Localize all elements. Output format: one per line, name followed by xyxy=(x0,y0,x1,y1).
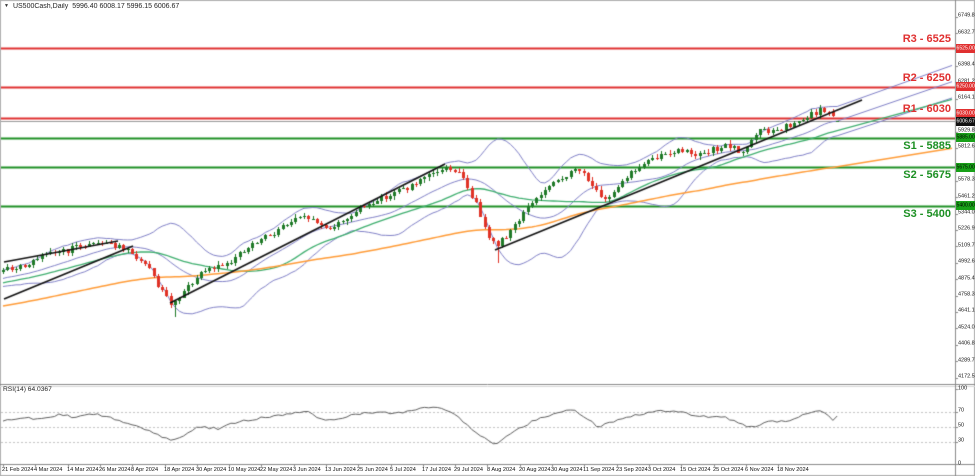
time-axis-label: 17 Jul 2024 xyxy=(421,467,451,473)
time-axis-label: 13 Jun 2024 xyxy=(325,467,356,473)
level-badge-r2: 6250.00 xyxy=(956,82,975,92)
price-axis-tick: 6281.25 xyxy=(958,79,975,84)
rsi-scale-label: 30 xyxy=(958,437,965,444)
level-badge-text: 6525.00 xyxy=(956,45,975,51)
time-axis-label: 8 Aug 2024 xyxy=(486,467,515,473)
current-price-text: 6006.67 xyxy=(956,118,975,124)
price-axis-tick: 4641.15 xyxy=(958,308,975,314)
time-axis-label: 15 Oct 2024 xyxy=(680,467,711,473)
rsi-scale-label: 50 xyxy=(958,422,965,429)
level-badge-r1: 6030.00 xyxy=(956,109,975,118)
level-label-r1: R1 - 6030 xyxy=(902,102,951,115)
time-axis-label: 30 Apr 2024 xyxy=(195,467,227,473)
level-label-s1: S1 - 5885 xyxy=(903,139,951,152)
price-axis-tick: 6749.85 xyxy=(958,12,975,19)
symbol-timeframe-label: US500Cash,Daily xyxy=(12,3,69,10)
price-axis-tick: 4992.60 xyxy=(958,259,975,265)
price-axis-tick: 6164.10 xyxy=(958,94,975,101)
time-axis-label: 21 Feb 2024 xyxy=(2,467,34,473)
time-axis-label: 30 Aug 2024 xyxy=(551,467,583,473)
time-axis-label: 4 Mar 2024 xyxy=(34,467,63,473)
level-badge-s1: 5885.00 xyxy=(956,133,975,143)
price-axis-tick: 5929.80 xyxy=(958,127,975,134)
price-axis-tick: 4758.30 xyxy=(958,291,975,298)
price-axis-tick: 4524.00 xyxy=(958,324,975,331)
level-badge-text: 6030.00 xyxy=(956,110,975,117)
time-axis-label: 10 May 2024 xyxy=(228,467,261,473)
time-axis-label: 25 Oct 2024 xyxy=(712,467,744,473)
price-axis-tick: 4406.85 xyxy=(958,341,975,347)
time-axis-label: 14 Mar 2024 xyxy=(66,467,99,473)
level-badge-r3: 6525.00 xyxy=(956,43,975,53)
current-price-badge: 6006.67 xyxy=(956,116,975,126)
rsi-scale-label: 70 xyxy=(958,407,965,414)
level-badge-text: 6250.00 xyxy=(956,84,975,90)
time-axis-label: 18 Nov 2024 xyxy=(777,467,809,473)
time-axis-label: 20 Aug 2024 xyxy=(518,467,551,473)
time-axis-label: 25 Jun 2024 xyxy=(357,467,389,473)
level-label-s2: S2 - 5675 xyxy=(903,169,951,182)
price-axis-tick: 4875.45 xyxy=(958,275,975,281)
time-axis-label: 18 Apr 2024 xyxy=(163,467,194,473)
time-axis-label: 3 Oct 2024 xyxy=(648,467,676,473)
price-axis-tick: 5461.20 xyxy=(958,193,975,199)
ohlc-quote: 5996.40 6008.17 5996.15 6006.67 xyxy=(72,3,180,10)
level-badge-s2: 5675.00 xyxy=(956,162,975,172)
price-axis-tick: 5812.65 xyxy=(958,144,975,150)
time-axis-label: 29 Jul 2024 xyxy=(454,467,484,473)
level-badge-text: 5885.00 xyxy=(956,135,975,141)
time-axis-label: 5 Jul 2024 xyxy=(389,467,416,473)
time-axis-label: 26 Mar 2024 xyxy=(98,467,131,473)
price-axis-tick: 6398.40 xyxy=(958,62,975,68)
time-axis-label: 6 Nov 2024 xyxy=(744,467,774,473)
price-axis-tick: 5344.05 xyxy=(958,209,975,216)
price-axis-tick: 4172.55 xyxy=(958,373,975,380)
level-badge-text: 5400.00 xyxy=(956,203,975,209)
level-badge-text: 5675.00 xyxy=(956,164,975,170)
level-label-s3: S3 - 5400 xyxy=(903,207,951,220)
level-label-r3: R3 - 6525 xyxy=(902,33,951,46)
time-axis-label: 11 Sep 2024 xyxy=(583,467,615,473)
level-label-r2: R2 - 6250 xyxy=(902,71,951,84)
collapse-icon[interactable]: ▼ xyxy=(4,3,9,9)
time-axis-label: 23 Sep 2024 xyxy=(615,467,648,473)
price-axis-tick: 5109.75 xyxy=(958,242,975,249)
rsi-scale-label: 100 xyxy=(958,385,968,391)
rsi-scale-label: 0 xyxy=(958,460,962,466)
level-badge-s3: 5400.00 xyxy=(956,201,975,211)
price-axis-tick: 5226.90 xyxy=(958,226,975,232)
time-axis-label: 3 Jun 2024 xyxy=(292,467,321,473)
price-axis-tick: 4289.70 xyxy=(958,357,975,363)
time-axis-label: 22 May 2024 xyxy=(260,467,293,473)
time-axis-label: 8 Apr 2024 xyxy=(131,467,159,473)
chart-title-bar: ▼ US500Cash,Daily 5996.40 6008.17 5996.1… xyxy=(4,3,179,10)
rsi-label: RSI(14) 64.0367 xyxy=(3,386,52,393)
price-axis-tick: 5578.35 xyxy=(958,176,975,183)
price-axis-tick: 6632.70 xyxy=(958,29,975,35)
